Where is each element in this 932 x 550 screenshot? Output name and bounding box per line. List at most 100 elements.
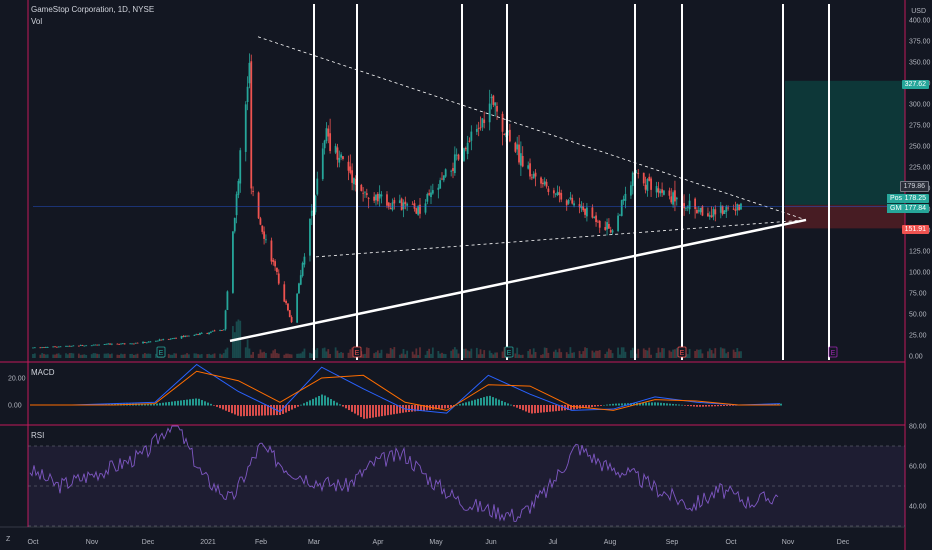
volume-bar [310, 353, 313, 358]
volume-bar [591, 350, 594, 358]
earnings-marker[interactable]: E [504, 346, 514, 358]
macd-histogram-bar [498, 399, 500, 406]
macd-histogram-bar [243, 405, 245, 417]
candle-body [221, 330, 223, 332]
candle-body [734, 209, 737, 211]
candle-body [670, 196, 673, 203]
macd-histogram-bar [720, 405, 722, 407]
volume-bar [323, 347, 326, 358]
candle-body [274, 261, 276, 267]
earnings-marker[interactable]: E [828, 346, 838, 358]
zoom-icon[interactable]: Z [6, 536, 11, 543]
macd-histogram-bar [696, 405, 698, 407]
candle-body [431, 190, 434, 194]
volume-bar [611, 353, 614, 358]
macd-histogram-bar [621, 403, 623, 406]
macd-histogram-bar [714, 405, 716, 407]
candle-body [675, 197, 678, 200]
volume-bar [206, 354, 209, 358]
volume-bar [712, 353, 715, 358]
candle-body [162, 339, 165, 341]
candle-body [496, 106, 498, 112]
macd-histogram-bar [540, 405, 542, 413]
macd-histogram-bar [726, 405, 728, 406]
post-price-label: 178.25 [901, 194, 929, 203]
macd-histogram-bar [288, 405, 290, 412]
volume-bar [380, 349, 383, 358]
candle-body [309, 218, 311, 256]
stop-zone [785, 204, 905, 229]
candle-body [541, 182, 544, 185]
volume-bar [650, 354, 652, 358]
volume-bar [314, 349, 317, 358]
candle-body [389, 208, 392, 210]
candle-body [96, 344, 99, 346]
macd-histogram-bar [447, 405, 449, 409]
volume-bar [620, 347, 623, 358]
candle-body [483, 119, 486, 123]
candle-body [373, 196, 376, 201]
rsi-tick: 80.00 [909, 424, 927, 431]
candle-body [147, 341, 150, 343]
candle-body [329, 133, 332, 151]
volume-bar [83, 354, 86, 358]
candle-body [154, 340, 157, 342]
candle-body [530, 177, 533, 179]
macd-histogram-bar [390, 405, 392, 415]
volume-bar [597, 350, 599, 358]
macd-histogram-bar [384, 405, 386, 416]
volume-bar [518, 354, 520, 358]
volume-bar [516, 347, 519, 358]
macd-histogram-bar [399, 405, 401, 414]
macd-histogram-bar [702, 405, 704, 407]
macd-histogram-bar [225, 405, 227, 411]
macd-histogram-bar [408, 405, 410, 412]
volume-bar [519, 354, 522, 358]
macd-histogram-bar [333, 400, 335, 406]
volume-bar [481, 354, 484, 358]
candle-body [298, 283, 300, 294]
volume-bar [534, 352, 537, 358]
volume-bar [105, 353, 108, 358]
macd-histogram-bar [594, 405, 596, 407]
macd-histogram-bar [405, 405, 407, 413]
volume-bar [103, 353, 106, 358]
candle-body [707, 213, 709, 217]
volume-bar [694, 350, 697, 358]
volume-bar [444, 354, 447, 358]
candle-body [585, 207, 588, 217]
candle-body [723, 210, 726, 215]
candle-body [338, 157, 341, 163]
candle-body [259, 218, 262, 225]
macd-histogram-bar [663, 403, 665, 406]
volume-bar [182, 354, 185, 358]
candle-body [364, 191, 366, 193]
candle-body [721, 205, 724, 214]
macd-histogram-bar [657, 402, 659, 406]
candle-body [158, 339, 161, 341]
candle-body [545, 181, 548, 187]
candle-body [145, 342, 148, 344]
macd-histogram-bar [342, 405, 344, 407]
earnings-marker[interactable]: E [352, 346, 362, 358]
earnings-label: E [680, 350, 685, 357]
macd-histogram-bar [516, 405, 518, 408]
macd-histogram-bar [351, 405, 353, 412]
candle-body [444, 169, 447, 177]
volume-bar [514, 353, 517, 358]
candle-body [226, 291, 229, 311]
candle-body [44, 347, 47, 349]
candle-body [727, 207, 730, 209]
earnings-marker[interactable]: E [677, 346, 687, 358]
candle-body [468, 140, 471, 142]
candle-body [556, 191, 559, 196]
volume-bar [400, 353, 403, 358]
volume-bar [419, 347, 421, 358]
drawings[interactable] [33, 4, 905, 360]
earnings-marker[interactable]: E [156, 346, 166, 358]
candle-body [441, 178, 443, 180]
volume-bar [276, 353, 278, 358]
candle-body [400, 198, 403, 211]
